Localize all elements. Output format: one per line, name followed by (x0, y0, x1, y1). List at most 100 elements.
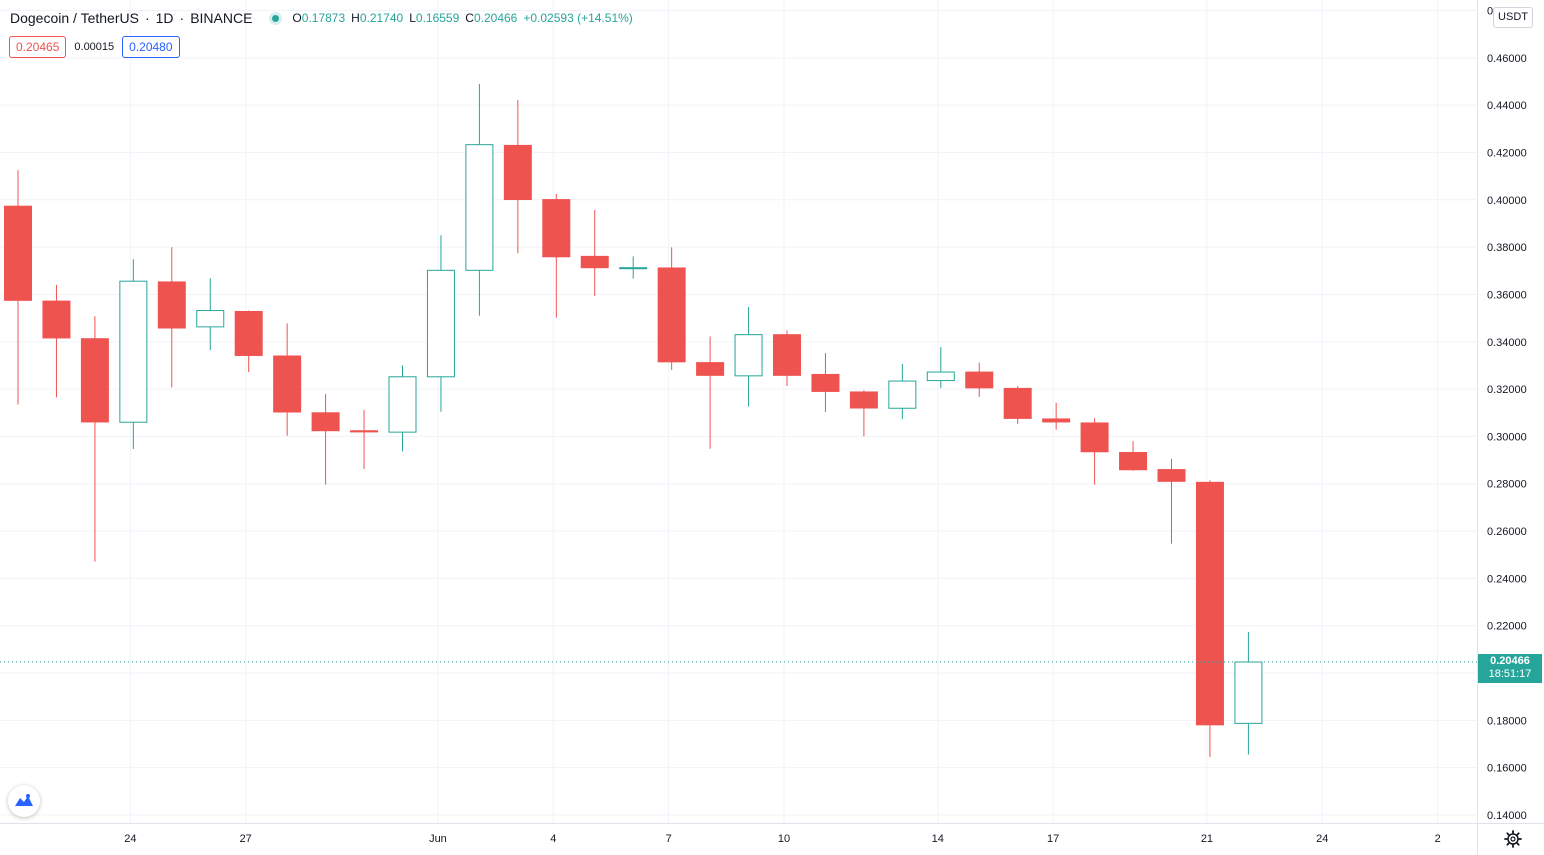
x-tick-label: 24 (124, 833, 136, 845)
symbol-name[interactable]: Dogecoin / TetherUS (10, 10, 139, 26)
high-value: 0.21740 (359, 11, 404, 25)
y-tick-label: 0.18000 (1487, 715, 1527, 727)
x-tick-label: Jun (429, 833, 447, 845)
x-tick-label: 14 (932, 833, 944, 845)
candle-body (696, 362, 725, 376)
legend-separator: · (179, 10, 185, 26)
candle (273, 323, 302, 436)
sell-price-button[interactable]: 0.20465 (9, 36, 67, 58)
candle-body (119, 280, 148, 423)
y-tick-label: 0.34000 (1487, 337, 1527, 349)
candle-body (965, 371, 994, 389)
candle-body (234, 311, 263, 356)
candle (426, 235, 455, 412)
candle-body (273, 355, 302, 413)
exchange-label: BINANCE (190, 10, 253, 26)
candle (1234, 631, 1263, 755)
currency-label[interactable]: USDT (1493, 7, 1533, 28)
candle-body (350, 430, 379, 433)
candle (1003, 386, 1032, 425)
legend-separator: · (144, 10, 150, 26)
last-price-value: 0.20466 (1490, 655, 1530, 667)
candle (42, 284, 71, 398)
candle (696, 336, 725, 449)
x-tick-label: 7 (666, 833, 672, 845)
candle (1119, 441, 1148, 471)
y-tick-label: 0.30000 (1487, 431, 1527, 443)
candle-body (388, 376, 417, 433)
x-tick-label: 4 (550, 833, 556, 845)
candle-body (1119, 452, 1148, 471)
candle-body (503, 144, 532, 201)
candle-body (888, 380, 917, 409)
candle-body (311, 412, 340, 432)
candle (811, 353, 840, 413)
candle-body (157, 281, 186, 329)
candle (965, 362, 994, 397)
candle (1080, 418, 1109, 485)
bar-countdown: 18:51:17 (1488, 668, 1532, 680)
bid-ask-panel: 0.20465 0.00015 0.20480 (9, 36, 180, 58)
x-tick-label: 10 (778, 833, 790, 845)
candle-body (42, 300, 71, 339)
y-tick-label: 0.16000 (1487, 763, 1527, 775)
gear-icon[interactable] (1502, 828, 1524, 850)
candle-body (1157, 469, 1186, 482)
change-value: +0.02593 (+14.51%) (523, 11, 633, 25)
candle (311, 393, 340, 485)
x-tick-label: 17 (1047, 833, 1059, 845)
candle (580, 209, 609, 296)
candle (1195, 480, 1224, 758)
candle (80, 316, 109, 562)
candle-body (426, 269, 455, 378)
candle (849, 390, 878, 437)
candle (234, 310, 263, 373)
open-value: 0.17873 (301, 11, 346, 25)
candle-body (4, 205, 32, 301)
candle-body (849, 391, 878, 409)
tradingview-logo-icon[interactable] (8, 785, 40, 817)
candle (157, 247, 186, 388)
candle-body (580, 255, 609, 269)
candle-body (773, 334, 801, 376)
market-open-dot-icon (272, 14, 280, 22)
candle-body (1080, 422, 1109, 453)
candle-body (542, 199, 571, 258)
candle-body (619, 267, 648, 270)
x-tick-label: 2 (1435, 833, 1441, 845)
candle-body (1234, 661, 1263, 724)
candle (196, 278, 225, 351)
last-price-label: 0.20466 18:51:17 (1478, 654, 1542, 683)
candle (542, 193, 571, 318)
y-tick-label: 0.40000 (1487, 195, 1527, 207)
candle (657, 247, 686, 370)
ohlc-values: O0.17873 H0.21740 L0.16559 C0.20466 +0.0… (292, 11, 633, 25)
candle-body (1195, 481, 1224, 726)
candle-body (734, 334, 763, 377)
candle-body (465, 144, 494, 271)
buy-price-button[interactable]: 0.20480 (122, 36, 180, 58)
candle (119, 259, 148, 449)
candle (888, 364, 917, 420)
x-tick-label: 21 (1201, 833, 1213, 845)
low-value: 0.16559 (415, 11, 460, 25)
interval-label[interactable]: 1D (155, 10, 174, 26)
y-tick-label: 0.26000 (1487, 526, 1527, 538)
candle (1042, 402, 1071, 430)
candle-body (926, 371, 955, 382)
candle-body (1003, 387, 1032, 419)
y-tick-label: 0.36000 (1487, 289, 1527, 301)
candle-body (80, 338, 109, 423)
candle (465, 83, 494, 316)
y-tick-label: 0.22000 (1487, 621, 1527, 633)
candle-body (196, 310, 225, 328)
candle (388, 365, 417, 452)
candles-layer (4, 83, 1263, 758)
y-tick-label: 0.42000 (1487, 147, 1527, 159)
candle (619, 256, 648, 279)
candle-body (811, 373, 840, 392)
close-value: 0.20466 (473, 11, 518, 25)
y-tick-label: 0.32000 (1487, 384, 1527, 396)
